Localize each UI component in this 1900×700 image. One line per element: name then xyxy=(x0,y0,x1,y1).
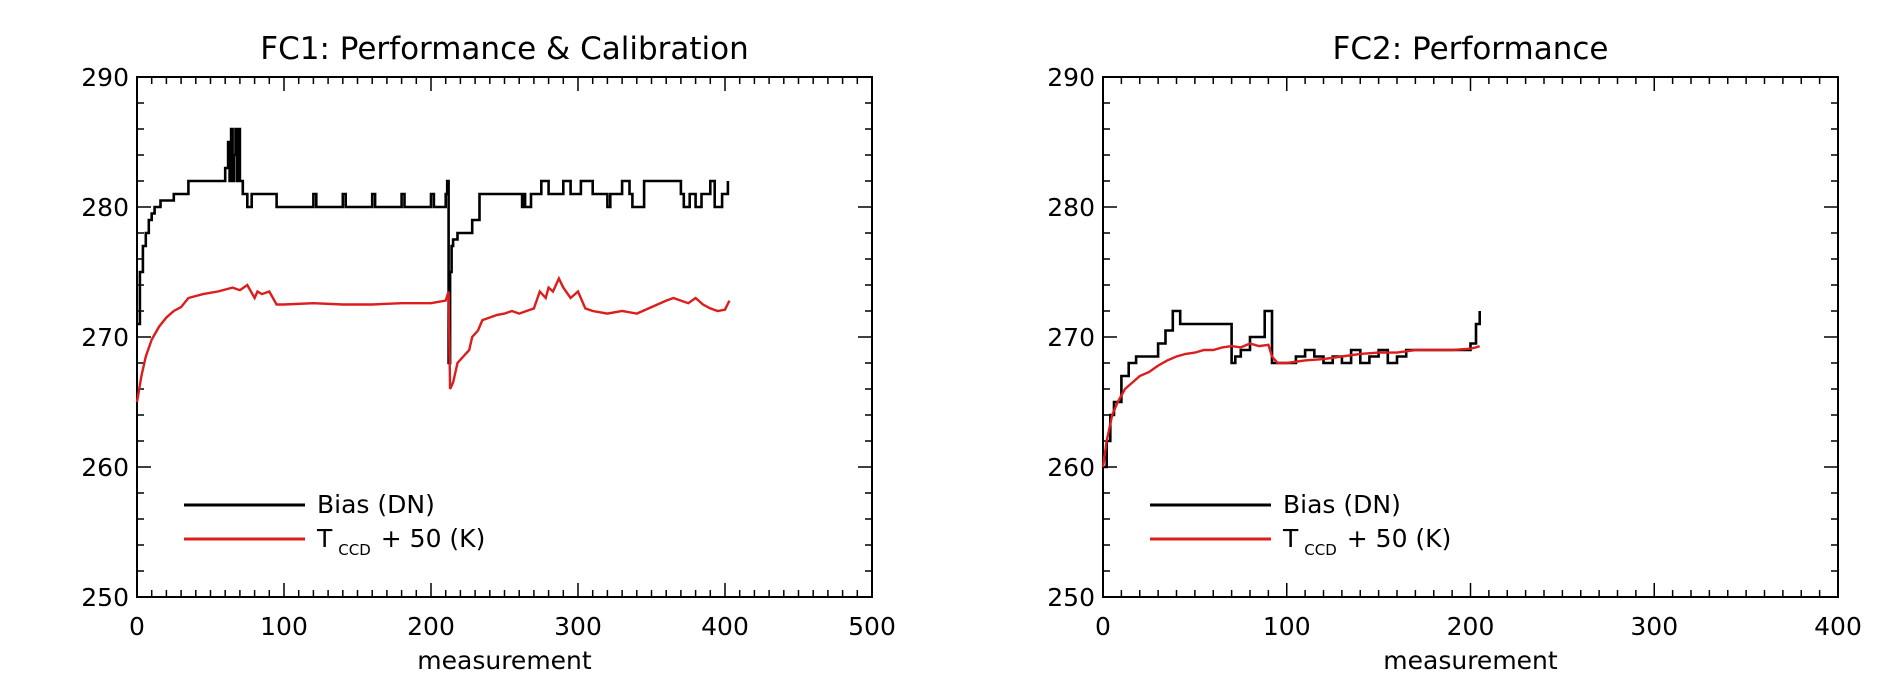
y-tick-label: 260 xyxy=(81,453,129,482)
x-tick-label: 100 xyxy=(260,612,308,641)
legend: Bias (DN) T CCD + 50 (K) xyxy=(1150,490,1451,559)
plot-frame xyxy=(1102,76,1839,598)
y-tick-label: 250 xyxy=(81,583,129,612)
x-tick-label: 400 xyxy=(1814,612,1862,641)
x-tick-label: 500 xyxy=(848,612,896,641)
series-line-bias xyxy=(137,127,730,365)
x-tick-label: 200 xyxy=(1447,612,1495,641)
y-tick-label: 260 xyxy=(1047,453,1095,482)
y-tick-label: 270 xyxy=(81,323,129,352)
legend-label-tccd-suffix: + 50 (K) xyxy=(381,524,486,553)
x-tick-label: 400 xyxy=(701,612,749,641)
y-tick-label: 250 xyxy=(1047,583,1095,612)
x-tick-label: 300 xyxy=(1630,612,1678,641)
y-tick-label: 270 xyxy=(1047,323,1095,352)
legend-label-tccd-suffix: + 50 (K) xyxy=(1347,524,1452,553)
x-tick-label: 300 xyxy=(554,612,602,641)
chart-title: FC2: Performance xyxy=(1333,31,1609,67)
y-tick-label: 280 xyxy=(81,193,129,222)
legend-label-tccd-prefix: T xyxy=(1282,524,1299,553)
legend-label-bias: Bias (DN) xyxy=(1283,490,1401,519)
legend-label-bias: Bias (DN) xyxy=(317,490,435,519)
x-axis-label: measurement xyxy=(417,646,592,675)
legend: Bias (DN) T CCD + 50 (K) xyxy=(184,490,485,559)
series-line-tccd xyxy=(135,275,731,403)
legend-label-tccd: T CCD + 50 (K) xyxy=(1282,524,1451,559)
legend-label-tccd-subscript: CCD xyxy=(338,541,371,559)
legend-label-tccd-prefix: T xyxy=(316,524,333,553)
chart-panel-fc1: FC1: Performance & Calibration 0 100 200 300… xyxy=(81,31,896,675)
x-tick-label: 0 xyxy=(1095,612,1111,641)
chart-panel-fc2: FC2: Performance 0 100 200 300 400 250 260 270 28… xyxy=(1047,31,1862,675)
series-line-bias xyxy=(1103,309,1481,469)
series-line-tccd xyxy=(1101,342,1481,468)
x-tick-label: 200 xyxy=(407,612,455,641)
x-tick-label: 100 xyxy=(1263,612,1311,641)
y-tick-label: 280 xyxy=(1047,193,1095,222)
x-tick-label: 0 xyxy=(129,612,145,641)
y-tick-label: 290 xyxy=(81,63,129,92)
legend-label-tccd: T CCD + 50 (K) xyxy=(316,524,485,559)
y-tick-label: 290 xyxy=(1047,63,1095,92)
legend-label-tccd-subscript: CCD xyxy=(1304,541,1337,559)
x-axis-label: measurement xyxy=(1383,646,1558,675)
chart-title: FC1: Performance & Calibration xyxy=(260,31,749,67)
plot-frame xyxy=(136,76,873,598)
